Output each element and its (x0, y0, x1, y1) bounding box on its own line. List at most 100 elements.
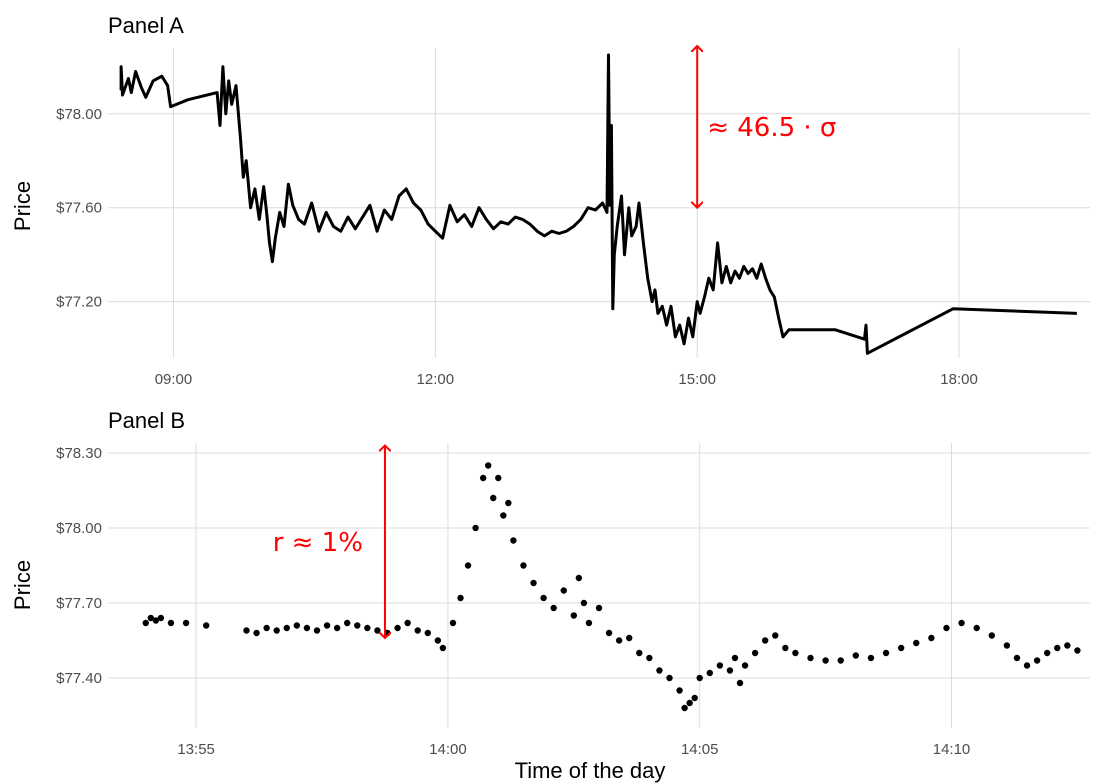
data-point (323, 622, 331, 629)
data-point (152, 617, 160, 624)
data-point (374, 627, 381, 634)
panel-a: Panel A 09:00 12:00 15:00 18:00 $77.20 $77.60… (10, 13, 1090, 388)
data-point (203, 622, 210, 629)
panel-a-title: Panel A (108, 13, 184, 38)
data-point (716, 662, 724, 669)
data-point (1043, 649, 1051, 657)
data-point (490, 494, 497, 502)
data-point (726, 667, 734, 674)
data-point (686, 699, 693, 707)
data-point (479, 474, 487, 482)
data-point (958, 619, 965, 627)
data-point (394, 624, 401, 632)
data-point (500, 512, 507, 519)
panel-b-y-axis-title: Price (10, 560, 35, 610)
data-point (1064, 642, 1071, 649)
data-point (464, 562, 472, 569)
data-point (142, 619, 149, 627)
data-point (867, 654, 875, 662)
data-point (303, 624, 311, 632)
y-tick-label: $78.30 (56, 445, 102, 462)
data-point (243, 627, 250, 634)
data-point (646, 654, 653, 662)
data-point (182, 619, 190, 627)
data-point (1003, 642, 1011, 649)
x-tick-label: 09:00 (155, 371, 193, 388)
data-point (273, 627, 280, 634)
data-point (1054, 644, 1061, 652)
data-point (495, 474, 502, 482)
data-point (1023, 662, 1031, 669)
panel-b: Panel B 13:55 14:00 14:05 14:10 $77.40 $77.70… (10, 408, 1090, 758)
data-point (656, 667, 663, 674)
data-point (605, 629, 613, 637)
x-tick-label: 13:55 (177, 741, 215, 758)
x-tick-label: 15:00 (678, 371, 716, 388)
y-tick-label: $78.00 (56, 106, 102, 123)
data-point (283, 624, 290, 632)
data-point (580, 599, 588, 607)
data-point (530, 579, 537, 587)
panel-b-points (142, 462, 1081, 712)
data-point (807, 654, 814, 662)
panel-b-gridlines (108, 443, 1090, 728)
data-point (439, 644, 447, 652)
data-point (313, 627, 321, 634)
panel-a-tick-labels: 09:00 12:00 15:00 18:00 $77.20 $77.60 $78.00 (56, 106, 978, 388)
data-point (792, 649, 799, 657)
data-point (575, 574, 583, 582)
x-tick-label: 14:05 (681, 741, 719, 758)
data-point (681, 704, 688, 712)
data-point (943, 624, 950, 632)
x-tick-label: 14:00 (429, 741, 467, 758)
data-point (472, 524, 479, 532)
data-point (837, 657, 844, 664)
data-point (449, 619, 457, 627)
panel-a-price-line (119, 53, 1077, 355)
data-point (1033, 657, 1041, 664)
data-point (505, 499, 512, 507)
data-point (510, 537, 517, 544)
panel-b-annotation: r ≈ 1% (273, 528, 363, 558)
y-tick-label: $77.70 (56, 595, 102, 612)
y-tick-label: $77.40 (56, 670, 102, 687)
data-point (595, 604, 603, 612)
data-point (157, 614, 165, 622)
data-point (1013, 654, 1021, 662)
x-axis-title: Time of the day (515, 758, 666, 783)
data-point (636, 649, 643, 657)
data-point (293, 622, 301, 629)
data-point (540, 594, 547, 602)
panel-a-y-axis-title: Price (10, 181, 35, 231)
data-point (882, 649, 890, 657)
data-point (782, 644, 789, 652)
data-point (751, 649, 759, 657)
panel-a-annotation: ≈ 46.5 · σ (707, 113, 836, 143)
data-point (691, 694, 698, 702)
x-tick-label: 14:10 (933, 741, 971, 758)
data-point (666, 674, 673, 682)
panel-b-title: Panel B (108, 408, 185, 433)
data-point (585, 619, 593, 627)
data-point (457, 594, 464, 602)
data-point (263, 624, 270, 632)
data-point (147, 614, 155, 622)
data-point (550, 604, 557, 612)
data-point (696, 674, 703, 682)
data-point (1074, 647, 1081, 654)
data-point (333, 624, 341, 632)
data-point (928, 634, 935, 642)
data-point (615, 637, 623, 644)
data-point (706, 669, 713, 677)
data-point (167, 619, 175, 627)
data-point (741, 662, 749, 669)
data-point (354, 622, 361, 629)
data-point (253, 629, 260, 637)
data-point (772, 632, 779, 639)
data-point (731, 654, 739, 662)
y-tick-label: $78.00 (56, 520, 102, 537)
data-point (344, 619, 351, 627)
x-tick-label: 12:00 (417, 371, 455, 388)
y-tick-label: $77.20 (56, 294, 102, 311)
data-point (973, 624, 980, 632)
